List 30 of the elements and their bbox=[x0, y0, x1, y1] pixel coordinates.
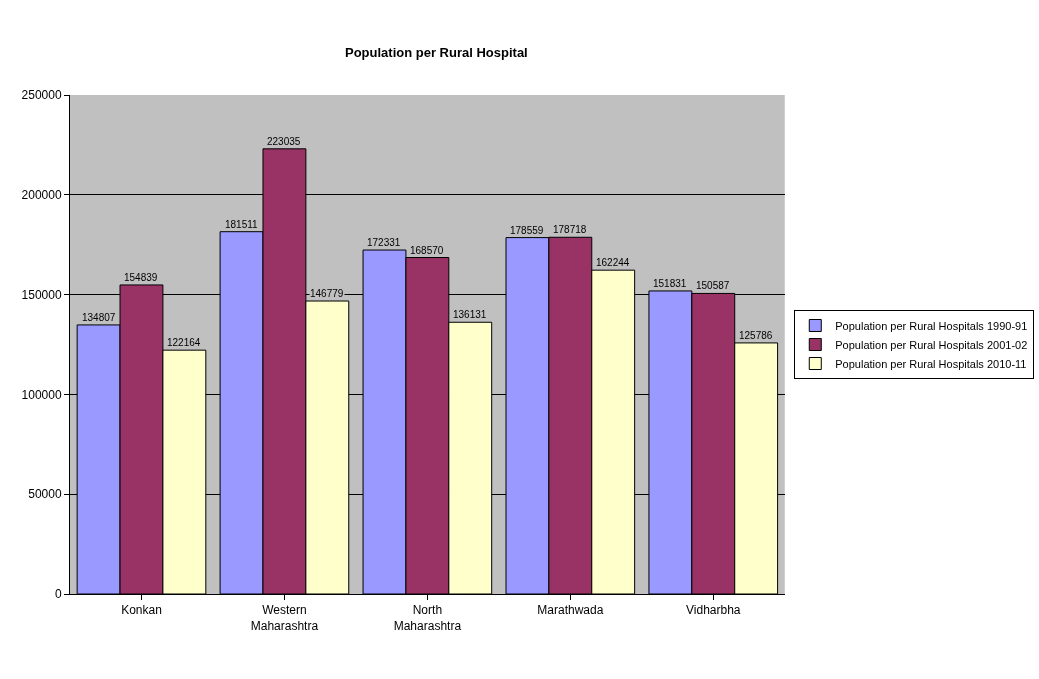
data-label: 122164 bbox=[167, 337, 201, 348]
data-label: 178559 bbox=[510, 225, 544, 236]
data-label: 181511 bbox=[225, 219, 259, 230]
data-label: 125786 bbox=[739, 330, 773, 341]
y-tick-label: 250000 bbox=[21, 88, 62, 103]
x-tick-label: Vidharbha bbox=[686, 603, 741, 618]
x-tick-label: Western Maharashtra bbox=[250, 603, 319, 633]
data-label: 172331 bbox=[367, 237, 401, 248]
y-tick-label: 100000 bbox=[21, 387, 62, 402]
legend-label: Population per Rural Hospitals 2001-02 bbox=[835, 338, 1028, 351]
data-label: 134807 bbox=[82, 312, 116, 323]
data-label: 154839 bbox=[124, 272, 158, 283]
data-label: 162244 bbox=[596, 257, 630, 268]
y-tick-label: 0 bbox=[54, 587, 62, 602]
data-label: 151831 bbox=[653, 278, 687, 289]
x-tick-label: Marathwada bbox=[537, 603, 604, 618]
data-label: 146779 bbox=[310, 288, 344, 299]
data-label: 168570 bbox=[410, 245, 444, 256]
chart-title: Population per Rural Hospital bbox=[345, 44, 528, 60]
legend-label: Population per Rural Hospitals 2010-11 bbox=[835, 357, 1027, 370]
x-tick-label: Konkan bbox=[121, 603, 162, 618]
data-label: 150587 bbox=[696, 280, 730, 291]
y-tick-label: 150000 bbox=[21, 287, 62, 302]
data-label: 223035 bbox=[267, 136, 301, 147]
y-tick-label: 50000 bbox=[28, 487, 62, 502]
y-tick-label: 200000 bbox=[21, 188, 62, 202]
data-label: 178718 bbox=[553, 224, 587, 235]
legend-label: Population per Rural Hospitals 1990-91 bbox=[835, 319, 1028, 332]
data-label: 136131 bbox=[453, 309, 487, 320]
x-tick-label: North Maharashtra bbox=[393, 603, 462, 633]
